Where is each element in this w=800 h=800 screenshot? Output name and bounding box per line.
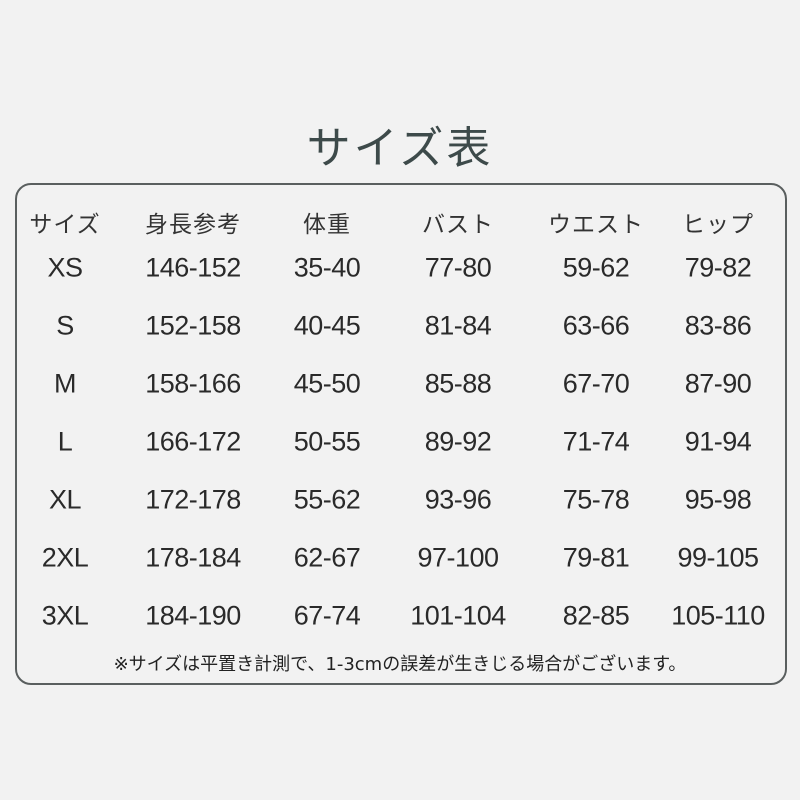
- column-header: サイズ: [29, 212, 101, 238]
- table-cell: 45-50: [293, 368, 361, 399]
- table-cell: 67-74: [293, 600, 361, 631]
- size-label: 2XL: [41, 542, 89, 573]
- size-label: L: [57, 426, 73, 457]
- table-cell: 172-178: [145, 484, 241, 515]
- size-label: XS: [47, 252, 83, 283]
- size-label: M: [54, 368, 77, 399]
- column-header: 体重: [303, 212, 351, 238]
- column-header: ヒップ: [682, 212, 754, 238]
- table-cell: 50-55: [293, 426, 361, 457]
- size-label: S: [56, 310, 74, 341]
- table-cell: 146-152: [145, 252, 241, 283]
- table-cell: 62-67: [293, 542, 361, 573]
- table-cell: 71-74: [562, 426, 630, 457]
- table-cell: 89-92: [424, 426, 492, 457]
- table-cell: 82-85: [562, 600, 630, 631]
- size-label: 3XL: [41, 600, 89, 631]
- table-cell: 55-62: [293, 484, 361, 515]
- table-cell: 166-172: [145, 426, 241, 457]
- table-cell: 184-190: [145, 600, 241, 631]
- table-cell: 99-105: [677, 542, 759, 573]
- table-cell: 81-84: [424, 310, 492, 341]
- table-cell: 77-80: [424, 252, 492, 283]
- table-cell: 95-98: [684, 484, 752, 515]
- column-header: バスト: [422, 212, 494, 238]
- footnote: ※サイズは平置き計測で、1-3cmの誤差が生きじる場合がございます。: [113, 654, 687, 675]
- table-cell: 91-94: [684, 426, 752, 457]
- page-title: サイズ表: [306, 123, 494, 174]
- table-cell: 40-45: [293, 310, 361, 341]
- table-cell: 79-81: [562, 542, 630, 573]
- table-cell: 75-78: [562, 484, 630, 515]
- table-cell: 59-62: [562, 252, 630, 283]
- table-cell: 93-96: [424, 484, 492, 515]
- column-header: ウエスト: [548, 212, 644, 238]
- table-cell: 67-70: [562, 368, 630, 399]
- table-cell: 178-184: [145, 542, 241, 573]
- table-cell: 79-82: [684, 252, 752, 283]
- table-cell: 83-86: [684, 310, 752, 341]
- table-cell: 85-88: [424, 368, 492, 399]
- column-header: 身長参考: [145, 212, 241, 238]
- size-table-frame: [15, 183, 787, 685]
- table-cell: 152-158: [145, 310, 241, 341]
- table-cell: 63-66: [562, 310, 630, 341]
- table-cell: 97-100: [417, 542, 499, 573]
- table-cell: 101-104: [410, 600, 506, 631]
- table-cell: 35-40: [293, 252, 361, 283]
- table-cell: 105-110: [671, 600, 765, 631]
- table-cell: 87-90: [684, 368, 752, 399]
- table-cell: 158-166: [145, 368, 241, 399]
- size-label: XL: [48, 484, 82, 515]
